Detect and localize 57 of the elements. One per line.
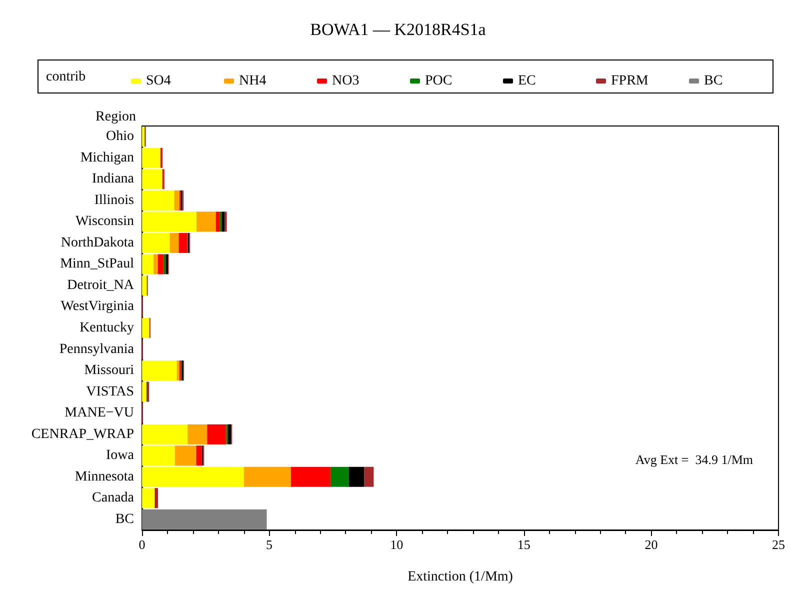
legend-label: BC: [704, 74, 723, 88]
bar: [142, 318, 150, 338]
y-tick-label: Kentucky: [80, 320, 134, 336]
bar: [174, 190, 180, 210]
y-tick-label: Indiana: [92, 172, 135, 187]
y-tick-label: VISTAS: [86, 384, 134, 400]
x-tick-label: 25: [772, 537, 785, 552]
bar: [348, 466, 364, 487]
bar: [207, 424, 226, 444]
legend-label: FPRM: [611, 74, 649, 88]
y-tick-label: Ohio: [106, 129, 134, 144]
x-tick-label: 5: [266, 537, 273, 552]
bar: [228, 424, 232, 444]
bar: [142, 509, 267, 530]
x-axis-title: Extinction (1/Mm): [408, 570, 514, 584]
bar: [178, 232, 188, 253]
y-tick-label: Michigan: [80, 150, 134, 166]
bar: [330, 466, 349, 487]
y-tick-label: Iowa: [106, 448, 135, 464]
bar: [153, 254, 158, 274]
bar: [290, 466, 330, 487]
legend-label: SO4: [146, 74, 171, 88]
legend-title: contrib: [46, 70, 86, 84]
y-tick-label: Canada: [92, 490, 135, 506]
y-tick-label: Minnesota: [74, 469, 135, 484]
bar: [216, 212, 220, 232]
y-tick-label: Pennsylvania: [59, 342, 135, 357]
y-tick-label: Missouri: [84, 363, 134, 378]
bar: [364, 466, 374, 487]
x-tick-label: 0: [138, 537, 146, 552]
x-tick-label: 20: [644, 537, 658, 552]
y-tick-label: MANE−VU: [64, 406, 134, 421]
bar: [158, 254, 164, 274]
y-tick-label: Illinois: [94, 192, 134, 208]
bar: [244, 466, 291, 487]
annotation: Avg Ext = 34.9 1/Mm: [635, 452, 754, 467]
y-tick-label: Detroit_NA: [67, 278, 135, 293]
bar: [196, 212, 216, 232]
y-tick-label: NorthDakota: [60, 235, 135, 250]
bar: [163, 254, 166, 274]
chart-title: BOWA1 — K2018R4S1a: [310, 20, 486, 39]
legend-label: EC: [518, 74, 536, 88]
bar: [176, 360, 180, 381]
x-tick-label: 15: [517, 537, 530, 552]
legend-label: POC: [425, 74, 452, 88]
legend-label: NH4: [239, 74, 266, 88]
y-tick-label: BC: [115, 512, 134, 527]
bar: [222, 212, 225, 232]
bar: [170, 232, 179, 253]
y-tick-label: Minn_StPaul: [60, 256, 134, 272]
y-tick-label: WestVirginia: [60, 299, 135, 314]
x-tick-label: 10: [390, 537, 404, 552]
y-tick-label: Wisconsin: [75, 214, 134, 230]
bar: [196, 446, 202, 466]
y-axis-title: Region: [96, 110, 136, 124]
legend-label: NO3: [332, 74, 360, 88]
y-tick-label: CENRAP_WRAP: [31, 426, 134, 442]
